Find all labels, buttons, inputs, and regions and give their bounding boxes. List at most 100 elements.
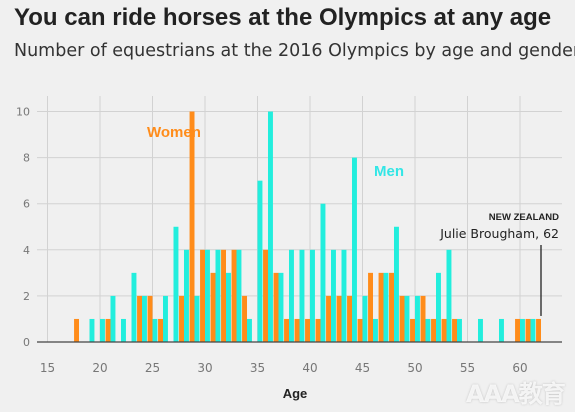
y-tick-label: 10 — [16, 106, 30, 119]
women-bar — [452, 318, 457, 342]
chart-title: You can ride horses at the Olympics at a… — [14, 4, 552, 31]
men-bar — [373, 318, 378, 342]
x-tick-label: 40 — [302, 361, 317, 375]
x-tick-label: 25 — [145, 361, 160, 375]
women-bar — [305, 318, 310, 342]
x-tick-label: 60 — [512, 361, 527, 375]
women-bar — [515, 318, 520, 342]
men-bar — [215, 249, 221, 342]
men-bar — [310, 249, 315, 342]
women-bar — [284, 318, 289, 342]
men-bar — [394, 226, 399, 342]
women-bar — [368, 272, 373, 342]
women-bar — [294, 318, 300, 342]
men-bar — [478, 318, 483, 342]
x-tick-label: 15 — [40, 361, 55, 375]
men-bar — [184, 249, 189, 342]
women-bar — [389, 272, 394, 342]
women-bar — [525, 318, 531, 342]
men-bar — [278, 272, 284, 342]
women-bar — [210, 272, 216, 342]
men-bar — [89, 318, 95, 342]
men-bar — [320, 203, 326, 342]
women-bar — [263, 249, 268, 342]
men-bar — [415, 295, 420, 342]
women-bar — [74, 318, 79, 342]
men-bar — [352, 157, 357, 342]
y-tick-label: 4 — [23, 244, 30, 257]
men-bar — [404, 295, 410, 342]
women-bar — [347, 295, 352, 342]
men-bar — [446, 249, 452, 342]
women-bar — [231, 249, 237, 342]
women-bar — [326, 295, 331, 342]
men-bar — [131, 272, 137, 342]
annotation-heading: NEW ZEALAND — [489, 212, 559, 223]
men-bar — [194, 295, 200, 342]
women-bar — [179, 295, 184, 342]
women-bar — [399, 295, 405, 342]
men-bar — [247, 318, 252, 342]
women-bar — [431, 318, 436, 342]
annotation-text: Julie Brougham, 62 — [439, 226, 559, 241]
men-bar — [142, 295, 147, 342]
men-bar — [173, 226, 179, 342]
men-bar — [152, 318, 158, 342]
y-tick-label: 0 — [23, 336, 30, 349]
men-bar — [457, 318, 462, 342]
women-bar — [221, 249, 226, 342]
men-bar — [436, 272, 441, 342]
men-bar — [530, 318, 536, 342]
chart-subtitle: Number of equestrians at the 2016 Olympi… — [14, 41, 575, 61]
women-bar — [441, 318, 447, 342]
women-bar — [105, 318, 111, 342]
x-tick-label: 35 — [250, 361, 265, 375]
x-tick-labels: 15 20 25 30 35 40 45 50 55 60 — [40, 361, 528, 375]
men-bar — [121, 318, 126, 342]
women-series-label: Women — [147, 124, 201, 141]
men-bar — [110, 295, 116, 342]
men-bar — [499, 318, 504, 342]
y-tick-label: 8 — [23, 152, 30, 165]
women-bar — [357, 318, 363, 342]
y-tick-labels: 0 2 4 6 8 10 — [16, 106, 30, 349]
men-bar — [257, 180, 263, 342]
women-bar — [200, 249, 205, 342]
men-bar — [100, 318, 105, 342]
watermark-logo: AAA教育 — [466, 380, 566, 408]
men-bar — [289, 249, 294, 342]
women-bar — [147, 295, 153, 342]
women-bar — [536, 318, 541, 342]
women-bar — [189, 111, 195, 343]
men-bar — [205, 249, 210, 342]
men-bar — [331, 249, 336, 342]
women-bar — [378, 272, 384, 342]
x-tick-label: 50 — [407, 361, 422, 375]
men-bar — [425, 318, 431, 342]
women-bar — [137, 295, 142, 342]
women-bar — [336, 295, 342, 342]
men-bar — [268, 111, 273, 343]
women-bar — [158, 318, 163, 342]
x-tick-label: 20 — [92, 361, 107, 375]
women-bar — [315, 318, 321, 342]
y-tick-label: 6 — [23, 198, 30, 211]
women-bar — [242, 295, 247, 342]
men-bar — [226, 272, 231, 342]
y-tick-label: 2 — [23, 290, 30, 303]
men-bar — [341, 249, 347, 342]
x-axis-title: Age — [283, 386, 308, 401]
men-bar — [520, 318, 525, 342]
x-tick-label: 55 — [460, 361, 475, 375]
men-bar — [383, 272, 389, 342]
bars — [74, 111, 541, 343]
x-tick-label: 30 — [197, 361, 212, 375]
men-bar — [299, 249, 305, 342]
men-bar — [236, 249, 242, 342]
women-bar — [273, 272, 279, 342]
men-bar — [362, 295, 368, 342]
women-bar — [420, 295, 426, 342]
men-bar — [163, 295, 168, 342]
men-series-label: Men — [374, 163, 404, 180]
